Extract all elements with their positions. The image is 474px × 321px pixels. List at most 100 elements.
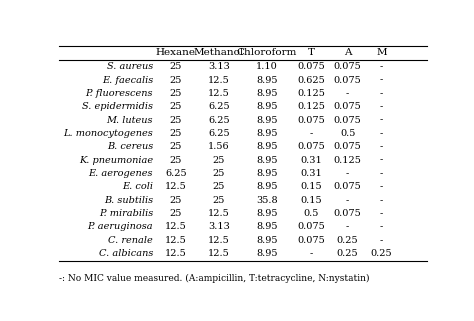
Text: M. luteus: M. luteus	[107, 116, 153, 125]
Text: P. aeruginosa: P. aeruginosa	[87, 222, 153, 231]
Text: 0.5: 0.5	[303, 209, 319, 218]
Text: S. aureus: S. aureus	[107, 62, 153, 71]
Text: 25: 25	[170, 156, 182, 165]
Text: 8.95: 8.95	[256, 129, 278, 138]
Text: 8.95: 8.95	[256, 142, 278, 151]
Text: 0.25: 0.25	[337, 249, 358, 258]
Text: -: -	[380, 129, 383, 138]
Text: 12.5: 12.5	[208, 75, 230, 84]
Text: -: -	[346, 169, 349, 178]
Text: -: -	[380, 169, 383, 178]
Text: 12.5: 12.5	[208, 236, 230, 245]
Text: -: -	[380, 62, 383, 71]
Text: -: -	[309, 249, 312, 258]
Text: 0.075: 0.075	[297, 222, 325, 231]
Text: 0.075: 0.075	[334, 62, 362, 71]
Text: M: M	[376, 48, 387, 57]
Text: 8.95: 8.95	[256, 249, 278, 258]
Text: 0.075: 0.075	[334, 75, 362, 84]
Text: 25: 25	[170, 89, 182, 98]
Text: -: -	[380, 222, 383, 231]
Text: 25: 25	[170, 102, 182, 111]
Text: 25: 25	[170, 116, 182, 125]
Text: -: -	[380, 156, 383, 165]
Text: Hexane: Hexane	[156, 48, 196, 57]
Text: 0.075: 0.075	[334, 209, 362, 218]
Text: 1.10: 1.10	[256, 62, 278, 71]
Text: -: -	[380, 209, 383, 218]
Text: 0.075: 0.075	[297, 62, 325, 71]
Text: 6.25: 6.25	[208, 129, 230, 138]
Text: 25: 25	[213, 156, 225, 165]
Text: L. monocytogenes: L. monocytogenes	[63, 129, 153, 138]
Text: 6.25: 6.25	[208, 116, 230, 125]
Text: 12.5: 12.5	[208, 249, 230, 258]
Text: 0.25: 0.25	[371, 249, 392, 258]
Text: 12.5: 12.5	[165, 249, 187, 258]
Text: K. pneumoniae: K. pneumoniae	[79, 156, 153, 165]
Text: 25: 25	[213, 169, 225, 178]
Text: 0.075: 0.075	[334, 182, 362, 191]
Text: 8.95: 8.95	[256, 89, 278, 98]
Text: A: A	[344, 48, 351, 57]
Text: 0.31: 0.31	[300, 169, 322, 178]
Text: 25: 25	[170, 129, 182, 138]
Text: 6.25: 6.25	[165, 169, 187, 178]
Text: E. coli: E. coli	[122, 182, 153, 191]
Text: 12.5: 12.5	[208, 209, 230, 218]
Text: 3.13: 3.13	[208, 62, 230, 71]
Text: C. albicans: C. albicans	[99, 249, 153, 258]
Text: -: -	[380, 102, 383, 111]
Text: S. epidermidis: S. epidermidis	[82, 102, 153, 111]
Text: 1.56: 1.56	[208, 142, 230, 151]
Text: 6.25: 6.25	[208, 102, 230, 111]
Text: 25: 25	[213, 196, 225, 205]
Text: 25: 25	[170, 75, 182, 84]
Text: 0.075: 0.075	[297, 116, 325, 125]
Text: 8.95: 8.95	[256, 209, 278, 218]
Text: 12.5: 12.5	[165, 236, 187, 245]
Text: 0.25: 0.25	[337, 236, 358, 245]
Text: 0.075: 0.075	[334, 102, 362, 111]
Text: -: No MIC value measured. (A:ampicillin, T:tetracycline, N:nystatin): -: No MIC value measured. (A:ampicillin,…	[59, 274, 370, 283]
Text: 8.95: 8.95	[256, 75, 278, 84]
Text: P. fluorescens: P. fluorescens	[85, 89, 153, 98]
Text: Chloroform: Chloroform	[237, 48, 297, 57]
Text: 35.8: 35.8	[256, 196, 278, 205]
Text: Methanol: Methanol	[194, 48, 244, 57]
Text: 0.075: 0.075	[334, 116, 362, 125]
Text: 0.125: 0.125	[297, 102, 325, 111]
Text: 0.5: 0.5	[340, 129, 356, 138]
Text: -: -	[380, 116, 383, 125]
Text: 0.075: 0.075	[334, 142, 362, 151]
Text: -: -	[380, 75, 383, 84]
Text: -: -	[309, 129, 312, 138]
Text: -: -	[346, 196, 349, 205]
Text: 25: 25	[170, 196, 182, 205]
Text: -: -	[380, 236, 383, 245]
Text: -: -	[380, 196, 383, 205]
Text: -: -	[380, 182, 383, 191]
Text: 25: 25	[170, 62, 182, 71]
Text: 25: 25	[170, 142, 182, 151]
Text: 3.13: 3.13	[208, 222, 230, 231]
Text: 0.125: 0.125	[297, 89, 325, 98]
Text: 0.075: 0.075	[297, 236, 325, 245]
Text: 12.5: 12.5	[165, 182, 187, 191]
Text: 12.5: 12.5	[165, 222, 187, 231]
Text: C. renale: C. renale	[108, 236, 153, 245]
Text: 8.95: 8.95	[256, 156, 278, 165]
Text: 8.95: 8.95	[256, 102, 278, 111]
Text: 0.15: 0.15	[300, 182, 322, 191]
Text: 8.95: 8.95	[256, 222, 278, 231]
Text: B. subtilis: B. subtilis	[104, 196, 153, 205]
Text: 8.95: 8.95	[256, 236, 278, 245]
Text: 12.5: 12.5	[208, 89, 230, 98]
Text: T: T	[307, 48, 314, 57]
Text: -: -	[380, 142, 383, 151]
Text: 0.125: 0.125	[334, 156, 362, 165]
Text: -: -	[380, 89, 383, 98]
Text: 8.95: 8.95	[256, 116, 278, 125]
Text: 0.075: 0.075	[297, 142, 325, 151]
Text: 25: 25	[170, 209, 182, 218]
